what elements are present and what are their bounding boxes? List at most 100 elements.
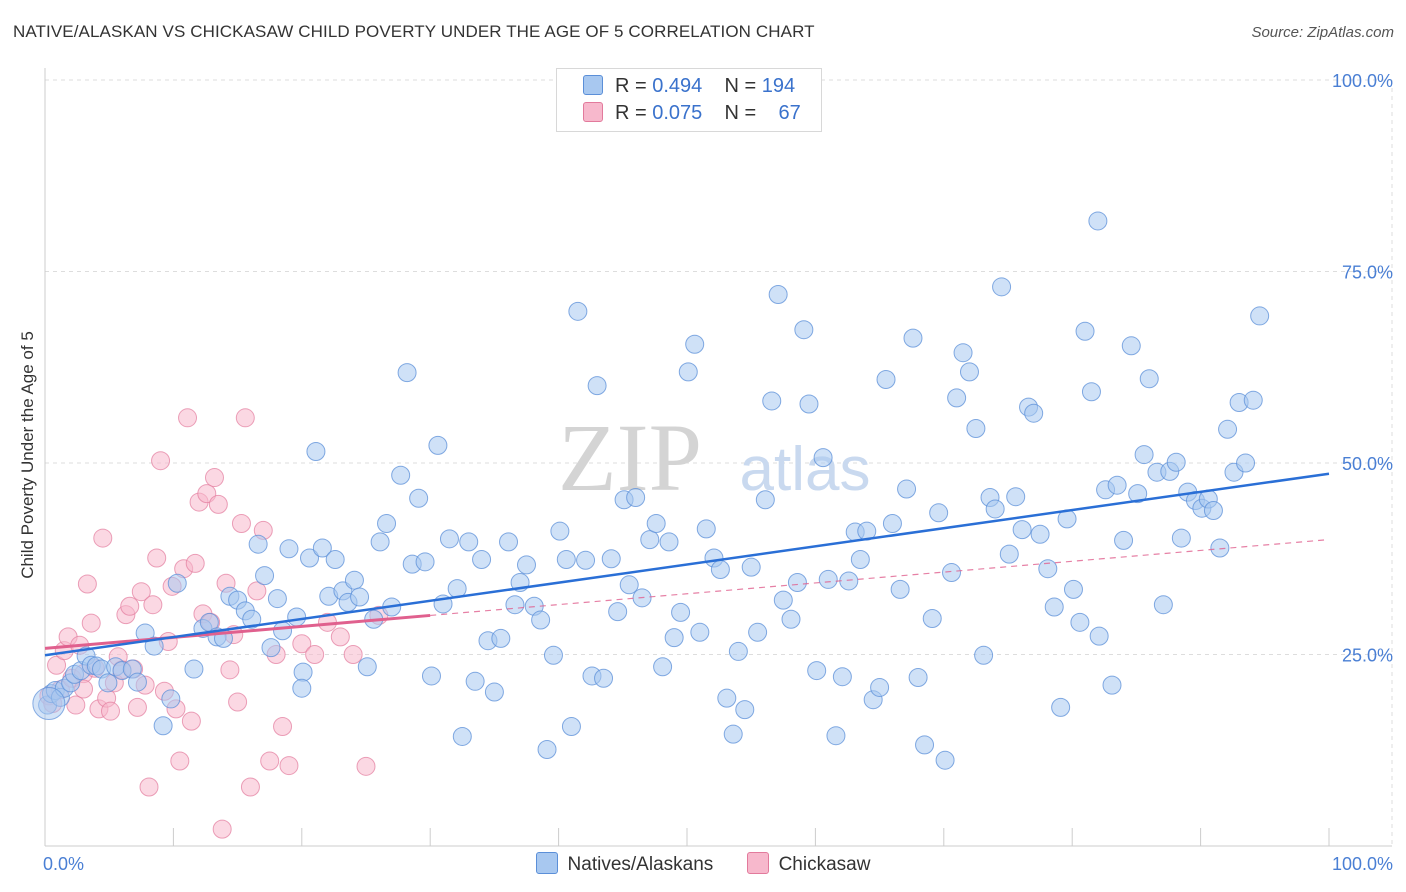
chickasaw-point (100, 701, 120, 721)
natives-point (306, 442, 326, 462)
chickasaw-point (143, 595, 163, 615)
natives-point (242, 609, 262, 629)
natives-point (890, 579, 910, 599)
y-tick-label: 100.0% (1332, 71, 1393, 91)
natives-point (517, 555, 536, 575)
natives-point (1114, 530, 1134, 550)
natives-point (279, 539, 299, 559)
natives-point (459, 532, 479, 552)
x-tick-label: 100.0% (1332, 854, 1393, 874)
natives-point (98, 673, 118, 693)
chickasaw-point (127, 697, 147, 717)
natives-point (710, 559, 730, 579)
natives-point (723, 724, 743, 744)
natives-point (484, 682, 504, 702)
natives-point (452, 726, 472, 746)
natives-point (1044, 597, 1064, 617)
natives-point (32, 687, 66, 721)
natives-point (755, 490, 775, 510)
chickasaw-point (170, 751, 190, 771)
natives-point (1139, 369, 1159, 389)
natives-point (1121, 336, 1141, 356)
natives-point (773, 590, 793, 610)
legend-r-value: 0.494 (652, 75, 703, 97)
natives-point (153, 716, 173, 736)
natives-point (167, 573, 187, 593)
natives-point (344, 570, 364, 590)
chickasaw-point (212, 819, 232, 839)
natives-point (915, 735, 935, 755)
chickasaw-point (151, 451, 171, 471)
legend-row-natives: R = 0.494 N = 194 (583, 75, 795, 98)
natives-point (428, 435, 448, 455)
natives-point (127, 672, 147, 692)
chickasaw-point (343, 645, 363, 664)
natives-point (421, 666, 441, 686)
natives-point (465, 671, 485, 691)
natives-point (550, 521, 570, 541)
chickasaw-point (131, 582, 151, 602)
natives-point (261, 638, 281, 658)
chart-title: NATIVE/ALASKAN VS CHICKASAW CHILD POVERT… (13, 22, 815, 41)
legend-item-natives: Natives/Alaskans (535, 852, 713, 876)
grid-lines (45, 79, 1393, 846)
natives-point (953, 343, 973, 363)
natives-point (161, 689, 181, 709)
natives-point (248, 534, 268, 554)
natives-point (543, 645, 563, 665)
chickasaw-point (181, 711, 201, 731)
natives-point (897, 479, 917, 499)
natives-point (409, 488, 429, 508)
natives-point (741, 557, 761, 577)
y-tick-label: 50.0% (1342, 454, 1393, 474)
y-axis-label: Child Poverty Under the Age of 5 (18, 331, 37, 579)
chickasaw-point (247, 581, 267, 601)
chickasaw-point (231, 514, 251, 534)
natives-point (876, 370, 896, 390)
chickasaw-point (356, 756, 376, 776)
natives-point (350, 587, 370, 607)
chickasaw-point (81, 613, 101, 633)
natives-point (1006, 487, 1026, 507)
natives-point (685, 334, 705, 354)
natives-point (499, 532, 519, 552)
natives-point (762, 391, 782, 411)
natives-point (491, 628, 511, 648)
natives-point (794, 320, 814, 340)
chickasaw-point (240, 777, 260, 797)
legend-n-value: 194 (761, 75, 796, 97)
natives-point (640, 530, 660, 550)
natives-point (942, 563, 962, 583)
natives-point (184, 659, 204, 679)
chickasaw-point (208, 494, 228, 514)
natives-point (992, 277, 1012, 297)
natives-point (325, 550, 345, 570)
natives-point (1107, 475, 1127, 495)
chickasaw-point (77, 574, 97, 594)
natives-point (826, 726, 846, 746)
chickasaw-point (178, 408, 198, 428)
chickasaw-point (66, 695, 86, 715)
natives-point (1012, 520, 1032, 540)
natives-trend-line (44, 472, 1330, 657)
natives-point (391, 465, 411, 485)
chickasaw-point (120, 596, 140, 616)
natives-point (472, 550, 492, 570)
chickasaw-point (139, 777, 159, 797)
natives-point (1210, 538, 1230, 558)
natives-point (787, 572, 807, 592)
natives-point (1070, 612, 1090, 632)
natives-point (1102, 675, 1122, 695)
trend-lines (44, 472, 1330, 657)
natives-point (959, 362, 979, 382)
natives-point (935, 750, 955, 770)
natives-point (1236, 453, 1256, 473)
chickasaw-point (228, 692, 248, 712)
natives-point (561, 717, 581, 737)
natives-point (439, 529, 459, 549)
chickasaw-trend-line (44, 613, 431, 650)
natives-point (748, 622, 768, 642)
natives-point (1081, 382, 1101, 402)
natives-point (568, 301, 588, 321)
